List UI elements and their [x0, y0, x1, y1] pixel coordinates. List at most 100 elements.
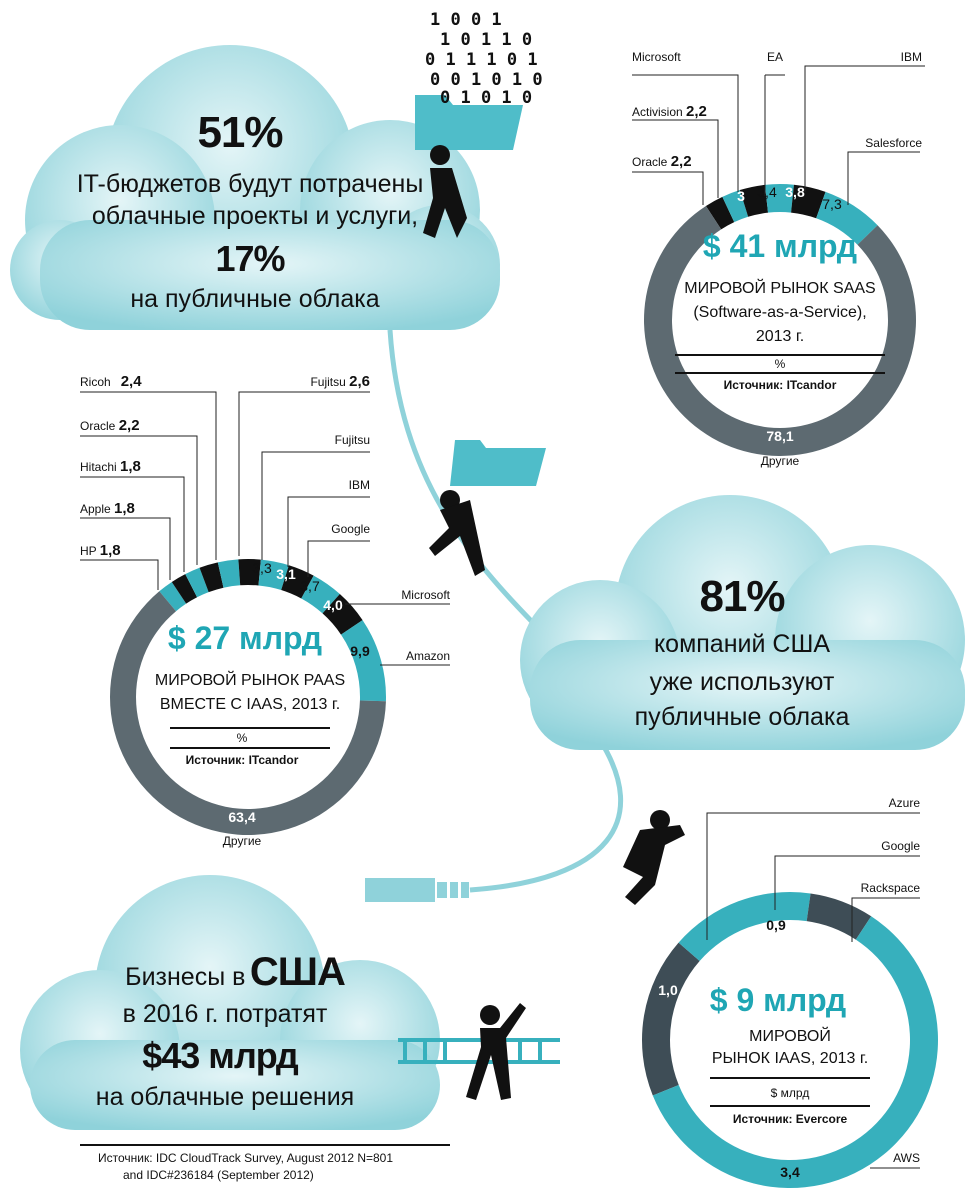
donut-segment-google	[678, 891, 811, 962]
ring-value: 3,3	[252, 560, 272, 576]
cloud-text: публичные облака	[634, 703, 850, 731]
donut-segment-hitachi	[185, 567, 209, 598]
ring-value: 1,0	[658, 982, 678, 998]
cloud-text: компаний США	[653, 630, 831, 658]
donut-segment-google	[301, 575, 340, 614]
label-name: Hitachi	[80, 460, 117, 474]
person-figures-icon	[423, 145, 685, 1100]
ring-value: 7,3	[822, 196, 842, 212]
ring-value: 3,4	[780, 1164, 800, 1180]
stat-43-billion: $43 млрд	[142, 1035, 299, 1076]
folder-icon	[415, 95, 546, 486]
label-oracle: Oracle 2,2	[632, 153, 692, 170]
label-name: Ricoh	[80, 375, 111, 389]
donut-segment-hp	[159, 581, 187, 612]
chart-source: Источник: ITcandor	[185, 753, 299, 767]
donut-segment-salesforce	[816, 191, 878, 245]
stat-81-percent: 81%	[699, 572, 785, 621]
label-microsoft: Microsoft	[632, 50, 681, 64]
chart-unit: %	[236, 731, 248, 745]
label-others: Другие	[760, 454, 800, 468]
cloud-mid	[520, 495, 965, 750]
label-rackspace: Rackspace	[860, 881, 920, 895]
binary-digits: 0 1 0 1 0	[440, 88, 533, 108]
donut-segment-activision	[722, 190, 749, 223]
chart-source: Источник: Evercore	[732, 1112, 848, 1126]
chart-subtitle: МИРОВОЙ	[749, 1028, 831, 1045]
chart-subtitle: РЫНОК IAAS, 2013 г.	[711, 1050, 869, 1067]
label-google: Google	[331, 522, 370, 536]
cloud-bottom	[20, 875, 440, 1130]
cloud-text: на облачные решения	[95, 1083, 355, 1111]
binary-digits: 1 0 0 1	[430, 10, 502, 30]
label-name: Oracle	[80, 419, 116, 433]
donut-segment-azure	[641, 942, 700, 1096]
chart-title: $ 41 млрд	[702, 228, 858, 264]
donut-segment-amazon	[340, 620, 387, 702]
label-aws: AWS	[893, 1151, 920, 1165]
donut-segment-ea	[764, 184, 794, 213]
ring-value: 3,8	[785, 184, 805, 200]
label-google: Google	[881, 839, 920, 853]
label-value: 1,8	[120, 458, 141, 475]
chart-subtitle: МИРОВОЙ РЫНОК PAAS	[154, 672, 346, 689]
cloud-text-part: Бизнесы в	[125, 963, 246, 991]
donut-segment-apple	[171, 574, 198, 604]
label-value: 2,2	[686, 103, 707, 120]
chart-unit: %	[774, 357, 786, 371]
donut-segment-fujitsu	[258, 559, 289, 591]
ring-value-others: 78,1	[766, 428, 794, 444]
stat-51-percent: 51%	[197, 108, 283, 157]
ring-value: 3,7	[300, 578, 320, 594]
cloud-text: облачные проекты и услуги,	[91, 202, 419, 230]
ring-value: 3,1	[276, 566, 296, 582]
label-microsoft: Microsoft	[401, 588, 450, 602]
usa-text: США	[249, 950, 346, 994]
chart-subtitle: (Software-as-a-Service),	[693, 304, 867, 321]
cloud-text: IT-бюджетов будут потрачены	[76, 170, 424, 198]
label-name: Apple	[80, 502, 111, 516]
label-value: 2,6	[349, 373, 370, 390]
label-others: Другие	[222, 834, 262, 848]
label-name: Fujitsu	[310, 375, 346, 389]
source-note: Источник: IDC CloudTrack Survey, August …	[98, 1151, 394, 1165]
cloud-top	[10, 45, 500, 330]
ring-value-others: 63,4	[228, 809, 256, 825]
label-ricoh: Ricoh 2,4	[80, 373, 142, 390]
label-value: 2,4	[120, 373, 142, 390]
stat-17-percent: 17%	[215, 238, 285, 279]
label-value: 2,2	[118, 417, 140, 434]
chart-subtitle: ВМЕСТЕ С IAAS, 2013 г.	[159, 696, 341, 713]
binary-digits: 0 1 1 1 0 1	[425, 50, 538, 70]
label-salesforce: Salesforce	[865, 136, 922, 150]
donut-segment-microsoft	[739, 184, 769, 217]
donut-segment-ibm	[791, 184, 826, 219]
ring-value: 9,9	[350, 643, 370, 659]
label-value: 1,8	[114, 500, 135, 517]
donut-segment-ibm	[281, 565, 314, 599]
label-hp: HP 1,8	[80, 542, 121, 559]
label-apple: Apple 1,8	[80, 500, 135, 517]
chart-title: $ 9 млрд	[709, 982, 847, 1018]
ring-value: 3,4	[757, 184, 777, 200]
cloud-text: уже используют	[649, 668, 835, 696]
usb-plug-icon	[365, 878, 469, 902]
chart-subtitle: МИРОВОЙ РЫНОК SAAS	[684, 280, 876, 297]
label-name: Activision	[632, 105, 683, 119]
binary-digits: 1 0 1 1 0	[440, 30, 533, 50]
chart-title: $ 27 млрд	[167, 620, 323, 656]
cloud-text: Бизнесы в США	[125, 950, 346, 995]
ring-value: 0,4	[848, 950, 868, 966]
ring-value: 0,9	[766, 917, 786, 933]
label-amazon: Amazon	[405, 649, 450, 663]
label-name: Oracle	[632, 155, 668, 169]
label-hitachi: Hitachi 1,8	[80, 458, 141, 475]
donut-segment-oracle	[705, 196, 735, 230]
chart-subtitle: 2013 г.	[755, 328, 805, 345]
cloud-text: в 2016 г. потратят	[122, 1000, 328, 1028]
donut-segment-rackspace	[806, 893, 872, 940]
